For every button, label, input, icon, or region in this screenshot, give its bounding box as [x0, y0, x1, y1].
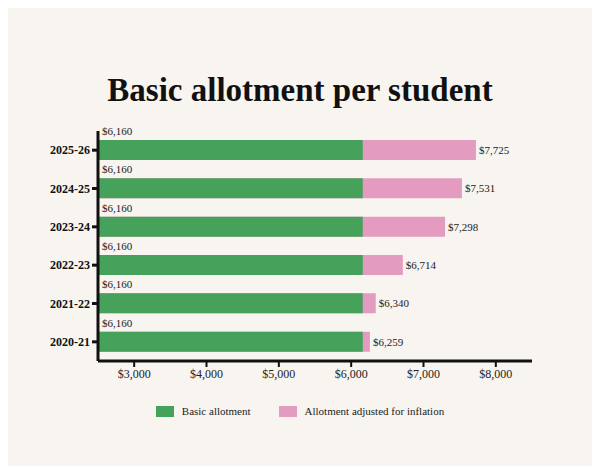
svg-text:2022-23: 2022-23	[50, 258, 90, 272]
svg-text:$3,000: $3,000	[118, 367, 151, 381]
svg-text:$6,160: $6,160	[102, 317, 133, 329]
svg-text:2025-26: 2025-26	[50, 143, 90, 157]
svg-text:$6,160: $6,160	[102, 163, 133, 175]
html-text:Basic allotment: Basic allotment	[181, 405, 251, 417]
svg-text:2023-24: 2023-24	[50, 220, 90, 234]
svg-text:$6,000: $6,000	[335, 367, 368, 381]
svg-text:2020-21: 2020-21	[50, 335, 90, 349]
svg-text:$6,340: $6,340	[379, 297, 410, 309]
html-text:Allotment adjusted for inflati: Allotment adjusted for inflation	[304, 405, 445, 417]
svg-text:$6,714: $6,714	[406, 259, 437, 271]
svg-text:$8,000: $8,000	[479, 367, 512, 381]
svg-text:$7,531: $7,531	[465, 182, 495, 194]
svg-text:2024-25: 2024-25	[50, 182, 90, 196]
svg-text:$6,160: $6,160	[102, 278, 133, 290]
svg-text:2021-22: 2021-22	[50, 297, 90, 311]
svg-text:$5,000: $5,000	[262, 367, 295, 381]
svg-text:$7,298: $7,298	[448, 221, 479, 233]
svg-text:$6,259: $6,259	[373, 336, 404, 348]
html-text:Basic allotment per student: Basic allotment per student	[107, 72, 493, 108]
svg-text:$7,000: $7,000	[407, 367, 440, 381]
svg-text:$6,160: $6,160	[102, 240, 133, 252]
svg-text:$4,000: $4,000	[190, 367, 223, 381]
svg-text:$6,160: $6,160	[102, 125, 133, 137]
svg-text:$7,725: $7,725	[479, 144, 510, 156]
svg-text:$6,160: $6,160	[102, 202, 133, 214]
